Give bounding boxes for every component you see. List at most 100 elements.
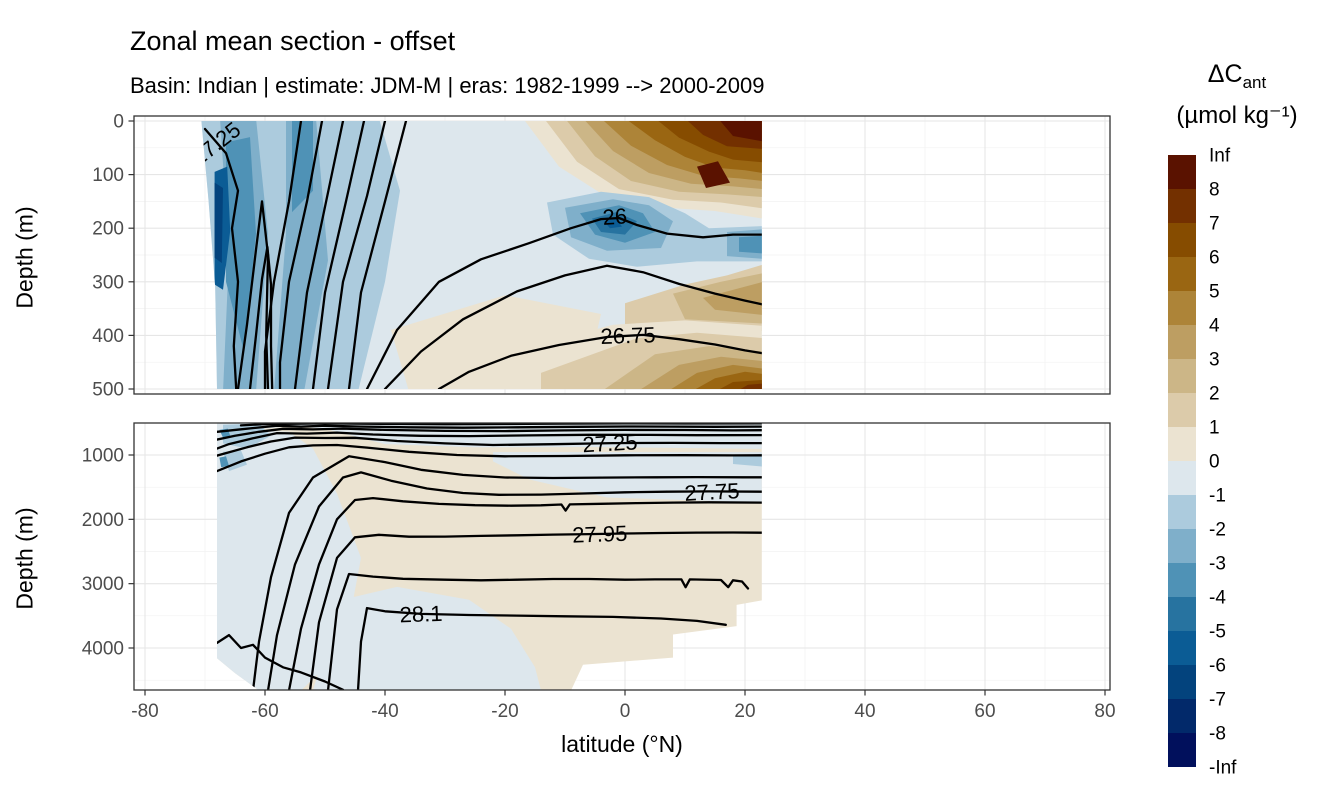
colorbar-swatch <box>1168 529 1196 563</box>
colorbar-label: -3 <box>1209 554 1226 575</box>
colorbar-label: 8 <box>1209 180 1220 201</box>
fill-region <box>697 161 730 188</box>
colorbar-label: -7 <box>1209 690 1226 711</box>
colorbar-swatch <box>1168 699 1196 733</box>
contour-line <box>217 431 762 450</box>
contour-line <box>217 427 762 441</box>
y-tick-label: 4000 <box>82 639 124 660</box>
fill-region <box>301 586 541 691</box>
colorbar-label: 5 <box>1209 282 1220 303</box>
y-tick-label: 500 <box>92 380 124 401</box>
colorbar-swatch <box>1168 155 1196 189</box>
legend-title: ΔCant <box>1152 60 1322 93</box>
colorbar-label: 4 <box>1209 316 1220 337</box>
contour-line <box>326 121 387 389</box>
x-tick-label: 0 <box>620 701 631 722</box>
colorbar-swatch <box>1168 189 1196 223</box>
x-tick-label: 20 <box>734 701 755 722</box>
contour-label: 27.95 <box>572 521 628 548</box>
contour-line <box>437 333 762 389</box>
colorbar-label: -Inf <box>1209 758 1237 779</box>
colorbar-swatch <box>1168 733 1196 767</box>
x-axis-label: latitude (°N) <box>561 731 683 757</box>
contour-line <box>217 436 762 457</box>
colorbar-label: -1 <box>1209 486 1226 507</box>
contour-label: 27.75 <box>684 478 740 506</box>
fill-region <box>718 121 762 142</box>
contour-line <box>248 245 274 389</box>
legend-title-sub: ant <box>1242 73 1267 92</box>
y-tick-label: 400 <box>92 326 124 347</box>
contour-line <box>263 121 303 389</box>
legend-title-main: ΔC <box>1207 60 1243 88</box>
colorbar: Inf 8 7 6 5 4 3 2 1 0 -1 -2 -3 -4 -5 -6 -7 -8 -Inf <box>1168 146 1237 779</box>
contour-line <box>217 424 762 433</box>
fill-region <box>274 121 328 389</box>
colorbar-swatch <box>1168 257 1196 291</box>
contour-label: 27.25 <box>582 429 638 457</box>
contour-line <box>356 606 727 691</box>
x-tick-label: -20 <box>491 701 518 722</box>
contour-line <box>347 121 408 389</box>
x-tick-label: 40 <box>854 701 875 722</box>
colorbar-swatch <box>1168 223 1196 257</box>
colorbar-label: -2 <box>1209 520 1226 541</box>
y-tick-label: 3000 <box>82 574 124 595</box>
contour-line <box>278 121 324 389</box>
contour-line <box>287 496 762 691</box>
x-tick-label: -80 <box>131 701 158 722</box>
colorbar-swatch <box>1168 461 1196 495</box>
fill-region <box>739 235 762 254</box>
legend-unit: (µmol kg⁻¹) <box>1176 102 1298 129</box>
y-tick-label: 200 <box>92 219 124 240</box>
contour-line <box>326 572 750 691</box>
fill-region <box>226 137 256 352</box>
colorbar-label: -8 <box>1209 724 1226 745</box>
x-tick-label: -40 <box>371 701 398 722</box>
x-axis: -80 -60 -40 -20 0 20 40 60 80 <box>131 690 1116 722</box>
contour-label: 28.1 <box>399 601 443 627</box>
colorbar-swatch <box>1168 359 1196 393</box>
panel-lower: 27.25 27.75 27.95 28.1 1000 2000 3000 4000 <box>82 422 1111 691</box>
contour-line <box>365 216 762 389</box>
fill-region <box>733 453 762 467</box>
contour-line <box>383 264 762 389</box>
x-tick-label: 80 <box>1094 701 1115 722</box>
contour-label: 26.75 <box>600 322 656 349</box>
contour-line <box>217 443 762 473</box>
x-tick-label: 60 <box>974 701 995 722</box>
colorbar-swatch <box>1168 665 1196 699</box>
plot-title: Zonal mean section - offset <box>130 26 456 56</box>
fill-region <box>736 383 762 389</box>
contour-line <box>203 127 240 389</box>
y-tick-label: 0 <box>113 112 124 133</box>
fill-region <box>604 217 622 229</box>
colorbar-swatch <box>1168 563 1196 597</box>
y-tick-label: 2000 <box>82 510 124 531</box>
x-tick-label: -60 <box>251 701 278 722</box>
colorbar-label: -5 <box>1209 622 1226 643</box>
colorbar-swatch <box>1168 291 1196 325</box>
colorbar-swatch <box>1168 393 1196 427</box>
colorbar-label: 1 <box>1209 418 1220 439</box>
fill-region <box>219 456 229 468</box>
colorbar-swatch <box>1168 325 1196 359</box>
colorbar-label: Inf <box>1209 146 1231 167</box>
panel-border <box>133 115 1111 395</box>
panel-border <box>133 422 1111 691</box>
y-tick-label: 300 <box>92 272 124 293</box>
colorbar-label: 0 <box>1209 452 1220 473</box>
contour-line <box>251 455 762 691</box>
contour-line <box>293 121 345 389</box>
contour-line <box>308 531 762 691</box>
colorbar-label: 6 <box>1209 248 1220 269</box>
y-tick-label: 1000 <box>82 446 124 467</box>
contour-line <box>311 121 366 389</box>
contour-line <box>217 633 345 691</box>
colorbar-label: 3 <box>1209 350 1220 371</box>
contour-label: 26 <box>602 203 628 230</box>
colorbar-label: -6 <box>1209 656 1226 677</box>
